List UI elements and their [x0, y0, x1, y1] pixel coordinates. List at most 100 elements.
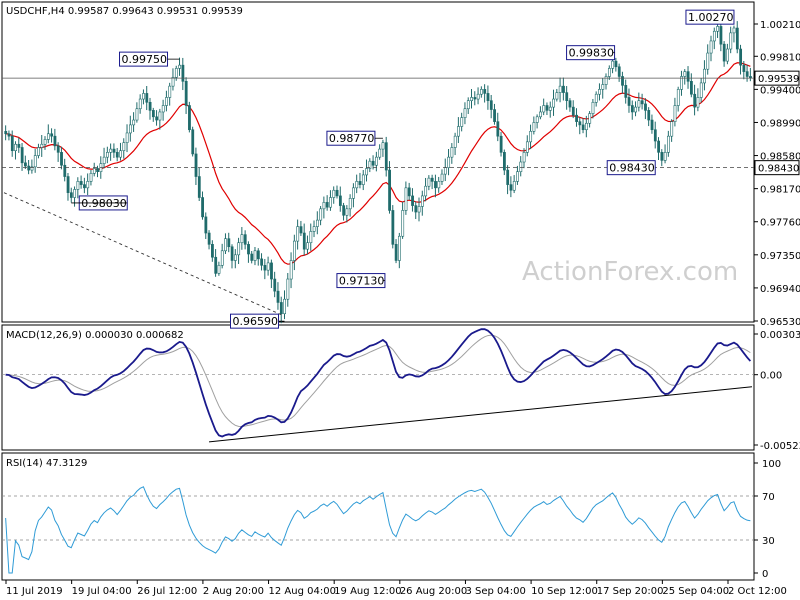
candle-body	[532, 122, 536, 132]
candle-body	[325, 202, 329, 208]
candle-body	[709, 40, 713, 54]
candle-body	[644, 103, 647, 111]
candle-body	[319, 208, 323, 221]
x-tick-label: 11 Jul 2019	[6, 586, 63, 597]
candle-body	[191, 129, 195, 155]
candle-body	[473, 97, 477, 100]
macd-y-tick-label: 0.00303	[760, 330, 800, 341]
candle-body	[53, 135, 57, 147]
candle-body	[63, 164, 67, 177]
candle-body	[217, 265, 221, 274]
candle-body	[594, 93, 598, 103]
candle-body	[640, 100, 644, 105]
candle-body	[46, 133, 50, 140]
candle-body	[463, 108, 467, 118]
candle-body	[437, 181, 441, 189]
candle-body	[673, 105, 677, 122]
candle-body	[706, 52, 710, 70]
rsi-y-tick-label: 30	[762, 536, 775, 547]
candle-body	[30, 166, 34, 171]
macd-trendline	[208, 386, 753, 443]
watermark: ActionForex.com	[522, 257, 738, 287]
rsi-y-tick-label: 70	[762, 492, 775, 503]
candle-body	[345, 208, 349, 216]
candle-body	[306, 242, 309, 250]
macd-header: MACD(12,26,9) 0.000030 0.000682	[6, 330, 184, 341]
candle-body	[92, 168, 96, 174]
candle-body	[745, 71, 749, 77]
candle-body	[368, 160, 372, 169]
candle-body	[115, 152, 119, 158]
candle-body	[161, 105, 165, 113]
candle-body	[621, 76, 624, 86]
candle-body	[667, 135, 670, 153]
candle-body	[168, 85, 172, 98]
candle-body	[89, 173, 93, 182]
candle-body	[142, 93, 145, 100]
candle-body	[214, 256, 218, 274]
candle-body	[358, 181, 362, 185]
candle-body	[571, 106, 575, 116]
candle-body	[302, 232, 306, 250]
price-y-tick-label: 0.96530	[760, 317, 800, 328]
candle-body	[132, 119, 136, 126]
candle-body	[716, 26, 720, 32]
price-y-tick-label: 0.97350	[760, 251, 800, 262]
candle-body	[296, 226, 300, 242]
candle-body	[125, 132, 129, 143]
candle-body	[201, 197, 204, 218]
candle-body	[37, 147, 40, 156]
candle-body	[243, 234, 247, 245]
candle-body	[220, 250, 224, 266]
candle-body	[335, 189, 339, 197]
candle-body	[519, 161, 523, 172]
candle-body	[365, 168, 369, 176]
price-candles	[4, 19, 752, 324]
candle-body	[660, 152, 664, 161]
price-y-tick-label: 0.98580	[760, 152, 800, 163]
candle-body	[83, 184, 86, 189]
candle-body	[552, 98, 556, 108]
price-label: 0.96590	[233, 315, 279, 328]
x-tick-label: 3 Sep 04:00	[465, 586, 525, 597]
x-tick-label: 19 Jul 04:00	[72, 586, 132, 597]
macd-y-tick-label: 0.00	[760, 371, 782, 382]
candle-body	[256, 250, 260, 260]
candle-body	[394, 244, 398, 261]
candle-body	[79, 181, 83, 185]
macd-y-tick-label: -0.005236	[760, 441, 800, 452]
candle-body	[204, 216, 208, 234]
candle-body	[568, 100, 572, 108]
candle-body	[726, 48, 729, 62]
candle-body	[427, 177, 431, 187]
candle-body	[158, 111, 162, 121]
candle-body	[512, 181, 516, 191]
candle-body	[24, 162, 27, 167]
candle-body	[14, 143, 17, 152]
candle-body	[611, 60, 615, 69]
candle-body	[686, 71, 690, 82]
candle-body	[650, 119, 654, 131]
candle-body	[283, 298, 287, 315]
candle-body	[614, 60, 618, 68]
candle-body	[33, 155, 37, 168]
candle-body	[279, 302, 283, 315]
candle-body	[591, 101, 595, 114]
candle-body	[174, 68, 178, 78]
candle-body	[696, 97, 700, 108]
candle-body	[676, 89, 680, 106]
candle-body	[109, 148, 113, 153]
candle-body	[683, 71, 687, 77]
candle-body	[732, 27, 736, 34]
candle-body	[106, 152, 109, 158]
candle-body	[535, 116, 539, 123]
x-tick-label: 25 Sep 04:00	[662, 586, 729, 597]
candle-body	[637, 100, 641, 108]
candle-body	[420, 195, 424, 207]
candle-body	[371, 160, 375, 166]
candle-body	[184, 81, 188, 106]
candle-body	[555, 92, 559, 100]
candle-body	[680, 76, 683, 90]
rsi-line	[5, 486, 751, 574]
candle-body	[489, 100, 493, 110]
